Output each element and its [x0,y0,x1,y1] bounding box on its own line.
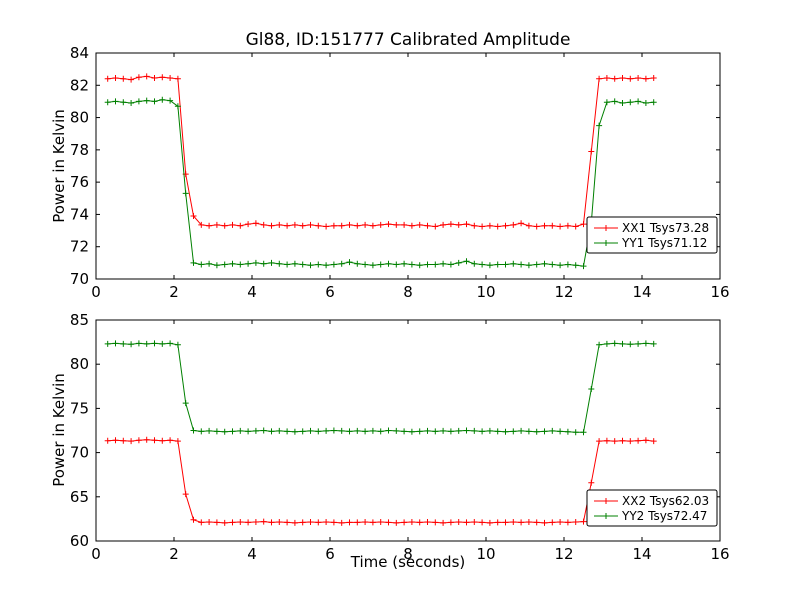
series-line [107,99,654,267]
series-markers [104,340,657,436]
y-tick-label: 70 [70,444,89,462]
x-tick-label: 0 [91,283,101,301]
x-tick-label: 0 [91,545,101,563]
x-tick-label: 8 [403,283,413,301]
legend-box [586,489,718,527]
y-tick-label: 65 [70,488,89,506]
legend-sample-marker [603,498,609,504]
x-tick-label: 6 [325,545,335,563]
series-markers [104,436,657,526]
series-markers [104,96,657,270]
y-tick-label: 74 [70,205,89,223]
y-tick-label: 78 [70,141,89,159]
x-tick-label: 16 [710,283,729,301]
x-tick-label: 12 [554,283,573,301]
legend-sample-marker [603,240,609,246]
x-tick-label: 4 [247,283,257,301]
y-tick-label: 70 [70,270,89,288]
chart-title: Gl88, ID:151777 Calibrated Amplitude [245,30,571,50]
x-tick-label: 2 [169,283,179,301]
series-markers [104,73,657,230]
bottom-subplot: 0 2 4 6 8 10 12 14 16 60 65 70 75 80 85 XX2 Tsys62.03YY… [70,311,730,563]
x-tick-label: 16 [710,545,729,563]
y-tick-label: 75 [70,399,89,417]
y-tick-label: 85 [70,311,89,329]
x-tick-label: 12 [554,545,573,563]
x-tick-label: 14 [632,545,651,563]
legend-label: XX1 Tsys73.28 [622,221,709,235]
x-tick-label: 8 [403,545,413,563]
legend-label: YY1 Tsys71.12 [621,236,707,250]
legend-box [586,216,718,254]
legend-label: YY2 Tsys72.47 [621,509,707,523]
top-subplot: 0 2 4 6 8 10 12 14 16 70 72 74 76 78 80 82 84 XX1 Tsys73.… [70,44,730,301]
series-line [107,342,654,433]
x-tick-label: 2 [169,545,179,563]
x-tick-label: 10 [476,545,495,563]
y-tick-label: 80 [70,109,89,127]
x-tick-label: 10 [476,283,495,301]
y-tick-label: 60 [70,532,89,550]
x-axis-label: Time (seconds) [350,553,466,571]
y-tick-label: 82 [70,76,89,94]
legend-sample-marker [603,513,609,519]
series-line [107,75,654,228]
y-tick-label: 72 [70,238,89,256]
x-tick-label: 14 [632,283,651,301]
legend-sample-marker [603,225,609,231]
series-line [107,439,654,524]
legend-label: XX2 Tsys62.03 [622,494,709,508]
x-tick-label: 6 [325,283,335,301]
y-tick-label: 80 [70,355,89,373]
x-tick-label: 4 [247,545,257,563]
y-tick-label: 84 [70,44,89,62]
y-tick-label: 76 [70,173,89,191]
